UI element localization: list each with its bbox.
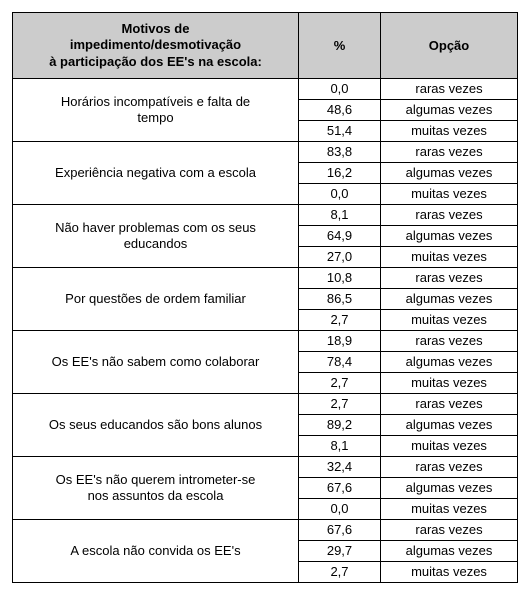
- table-row: Não haver problemas com os seuseducandos…: [13, 204, 518, 225]
- pct-cell: 67,6: [299, 477, 381, 498]
- pct-cell: 2,7: [299, 372, 381, 393]
- pct-cell: 8,1: [299, 204, 381, 225]
- pct-cell: 67,6: [299, 519, 381, 540]
- header-motivo: Motivos de impedimento/desmotivação à pa…: [13, 13, 299, 79]
- pct-cell: 2,7: [299, 309, 381, 330]
- table-row: Os seus educandos são bons alunos 2,7 ra…: [13, 393, 518, 414]
- opt-cell: muitas vezes: [381, 246, 518, 267]
- opt-cell: raras vezes: [381, 267, 518, 288]
- pct-cell: 64,9: [299, 225, 381, 246]
- pct-cell: 10,8: [299, 267, 381, 288]
- pct-cell: 27,0: [299, 246, 381, 267]
- pct-cell: 86,5: [299, 288, 381, 309]
- opt-cell: raras vezes: [381, 519, 518, 540]
- opt-cell: algumas vezes: [381, 288, 518, 309]
- pct-cell: 29,7: [299, 540, 381, 561]
- header-motivo-line3: à participação dos EE's na escola:: [49, 54, 262, 69]
- opt-cell: raras vezes: [381, 393, 518, 414]
- opt-cell: raras vezes: [381, 456, 518, 477]
- opt-cell: muitas vezes: [381, 561, 518, 582]
- header-motivo-line2: impedimento/desmotivação: [70, 37, 241, 52]
- motivo-cell: Os EE's não querem intrometer-senos assu…: [13, 456, 299, 519]
- table-row: Horários incompatíveis e falta detempo 0…: [13, 78, 518, 99]
- pct-cell: 83,8: [299, 141, 381, 162]
- header-pct: %: [299, 13, 381, 79]
- motivo-cell: Os seus educandos são bons alunos: [13, 393, 299, 456]
- pct-cell: 8,1: [299, 435, 381, 456]
- opt-cell: raras vezes: [381, 141, 518, 162]
- pct-cell: 78,4: [299, 351, 381, 372]
- opt-cell: muitas vezes: [381, 309, 518, 330]
- table-body: Horários incompatíveis e falta detempo 0…: [13, 78, 518, 582]
- table-row: Os EE's não querem intrometer-senos assu…: [13, 456, 518, 477]
- pct-cell: 0,0: [299, 498, 381, 519]
- motivo-cell: Não haver problemas com os seuseducandos: [13, 204, 299, 267]
- opt-cell: algumas vezes: [381, 99, 518, 120]
- header-row: Motivos de impedimento/desmotivação à pa…: [13, 13, 518, 79]
- opt-cell: algumas vezes: [381, 540, 518, 561]
- pct-cell: 48,6: [299, 99, 381, 120]
- pct-cell: 0,0: [299, 183, 381, 204]
- pct-cell: 16,2: [299, 162, 381, 183]
- motivo-cell: Os EE's não sabem como colaborar: [13, 330, 299, 393]
- header-opt: Opção: [381, 13, 518, 79]
- opt-cell: raras vezes: [381, 204, 518, 225]
- opt-cell: algumas vezes: [381, 414, 518, 435]
- pct-cell: 0,0: [299, 78, 381, 99]
- motivo-cell: Experiência negativa com a escola: [13, 141, 299, 204]
- pct-cell: 2,7: [299, 561, 381, 582]
- opt-cell: muitas vezes: [381, 498, 518, 519]
- opt-cell: muitas vezes: [381, 435, 518, 456]
- pct-cell: 18,9: [299, 330, 381, 351]
- pct-cell: 2,7: [299, 393, 381, 414]
- pct-cell: 32,4: [299, 456, 381, 477]
- table-row: Por questões de ordem familiar 10,8 rara…: [13, 267, 518, 288]
- opt-cell: algumas vezes: [381, 477, 518, 498]
- opt-cell: muitas vezes: [381, 372, 518, 393]
- pct-cell: 51,4: [299, 120, 381, 141]
- opt-cell: raras vezes: [381, 78, 518, 99]
- table-row: Os EE's não sabem como colaborar 18,9 ra…: [13, 330, 518, 351]
- opt-cell: algumas vezes: [381, 225, 518, 246]
- opt-cell: muitas vezes: [381, 120, 518, 141]
- motivo-cell: Por questões de ordem familiar: [13, 267, 299, 330]
- pct-cell: 89,2: [299, 414, 381, 435]
- opt-cell: muitas vezes: [381, 183, 518, 204]
- table-row: Experiência negativa com a escola 83,8 r…: [13, 141, 518, 162]
- header-motivo-line1: Motivos de: [122, 21, 190, 36]
- opt-cell: raras vezes: [381, 330, 518, 351]
- motivos-table: Motivos de impedimento/desmotivação à pa…: [12, 12, 518, 583]
- table-row: A escola não convida os EE's 67,6 raras …: [13, 519, 518, 540]
- motivo-cell: Horários incompatíveis e falta detempo: [13, 78, 299, 141]
- opt-cell: algumas vezes: [381, 162, 518, 183]
- opt-cell: algumas vezes: [381, 351, 518, 372]
